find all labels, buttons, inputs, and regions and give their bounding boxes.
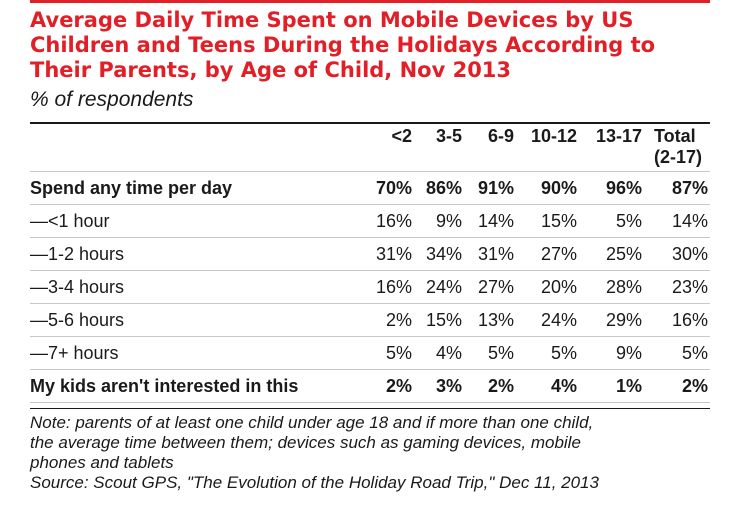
column-header: <2 bbox=[391, 126, 412, 146]
value-cell: 20% bbox=[514, 270, 577, 304]
accent-bar bbox=[30, 0, 710, 3]
table-row: Spend any time per day 70% 86% 91% 90% 96% 87% bbox=[30, 171, 710, 205]
value-cell: 34% bbox=[412, 237, 462, 271]
value-cell: 5% bbox=[642, 336, 710, 370]
row-label: —1-2 hours bbox=[30, 237, 362, 271]
value-cell: 31% bbox=[362, 237, 412, 271]
note-line: the average time between them; devices s… bbox=[30, 433, 581, 452]
column-header-sublabel: (2-17) bbox=[654, 147, 703, 167]
value-cell: 28% bbox=[577, 270, 642, 304]
value-cell: 16% bbox=[362, 270, 412, 304]
table-row: —5-6 hours 2% 15% 13% 24% 29% 16% bbox=[30, 303, 710, 337]
table-row: —<1 hour 16% 9% 14% 15% 5% 14% bbox=[30, 204, 710, 238]
value-cell: 24% bbox=[514, 303, 577, 337]
value-cell: 15% bbox=[412, 303, 462, 337]
value-cell: 27% bbox=[514, 237, 577, 271]
header-row: <2 3-5 6-9 10-12 13-17 Total (2-17) bbox=[30, 123, 710, 172]
row-label: My kids aren't interested in this bbox=[30, 369, 362, 403]
row-label: —7+ hours bbox=[30, 336, 362, 370]
value-cell: 9% bbox=[577, 336, 642, 370]
table-row: —3-4 hours 16% 24% 27% 20% 28% 23% bbox=[30, 270, 710, 304]
value-cell: 24% bbox=[412, 270, 462, 304]
value-cell: 2% bbox=[642, 369, 710, 403]
value-cell: 5% bbox=[362, 336, 412, 370]
value-cell: 29% bbox=[577, 303, 642, 337]
row-label: Spend any time per day bbox=[30, 171, 362, 205]
row-label: —<1 hour bbox=[30, 204, 362, 238]
table-body: Spend any time per day 70% 86% 91% 90% 96% 87%… bbox=[30, 171, 710, 403]
row-label: —5-6 hours bbox=[30, 303, 362, 337]
column-header-label: Total bbox=[654, 126, 696, 146]
value-cell: 27% bbox=[462, 270, 514, 304]
data-table: <2 3-5 6-9 10-12 13-17 Total (2-17) Spen… bbox=[30, 123, 710, 403]
chart-title-line: Average Daily Time Spent on Mobile Devic… bbox=[30, 8, 634, 32]
value-cell: 3% bbox=[412, 369, 462, 403]
note-line: phones and tablets bbox=[30, 453, 174, 472]
value-cell: 1% bbox=[577, 369, 642, 403]
chart-title: Average Daily Time Spent on Mobile Devic… bbox=[30, 8, 720, 83]
chart-subtitle: % of respondents bbox=[30, 88, 194, 111]
chart-title-line: Children and Teens During the Holidays A… bbox=[30, 33, 656, 57]
value-cell: 91% bbox=[462, 171, 514, 205]
chart-title-line: Their Parents, by Age of Child, Nov 2013 bbox=[30, 58, 512, 82]
column-header-total: Total (2-17) bbox=[642, 123, 710, 172]
value-cell: 30% bbox=[642, 237, 710, 271]
table-bottom-rule bbox=[30, 408, 710, 409]
row-label: —3-4 hours bbox=[30, 270, 362, 304]
header-top-rule bbox=[30, 122, 710, 124]
column-header: 6-9 bbox=[487, 126, 514, 146]
value-cell: 25% bbox=[577, 237, 642, 271]
value-cell: 14% bbox=[462, 204, 514, 238]
value-cell: 86% bbox=[412, 171, 462, 205]
value-cell: 9% bbox=[412, 204, 462, 238]
value-cell: 13% bbox=[462, 303, 514, 337]
value-cell: 31% bbox=[462, 237, 514, 271]
value-cell: 2% bbox=[362, 369, 412, 403]
note-line: Note: parents of at least one child unde… bbox=[30, 413, 594, 432]
value-cell: 96% bbox=[577, 171, 642, 205]
column-header: 13-17 bbox=[595, 126, 642, 146]
table-row: My kids aren't interested in this 2% 3% 2% 4… bbox=[30, 369, 710, 403]
column-header: 10-12 bbox=[530, 126, 577, 146]
value-cell: 4% bbox=[514, 369, 577, 403]
value-cell: 4% bbox=[412, 336, 462, 370]
value-cell: 16% bbox=[362, 204, 412, 238]
value-cell: 2% bbox=[362, 303, 412, 337]
value-cell: 2% bbox=[462, 369, 514, 403]
value-cell: 15% bbox=[514, 204, 577, 238]
value-cell: 5% bbox=[577, 204, 642, 238]
value-cell: 16% bbox=[642, 303, 710, 337]
source-line: Source: Scout GPS, "The Evolution of the… bbox=[30, 473, 599, 492]
value-cell: 87% bbox=[642, 171, 710, 205]
value-cell: 70% bbox=[362, 171, 412, 205]
footnote: Note: parents of at least one child unde… bbox=[30, 413, 730, 493]
column-header: 3-5 bbox=[435, 126, 462, 146]
header-spacer bbox=[30, 123, 362, 172]
value-cell: 14% bbox=[642, 204, 710, 238]
table-row: —7+ hours 5% 4% 5% 5% 9% 5% bbox=[30, 336, 710, 370]
value-cell: 5% bbox=[462, 336, 514, 370]
value-cell: 23% bbox=[642, 270, 710, 304]
table-row: —1-2 hours 31% 34% 31% 27% 25% 30% bbox=[30, 237, 710, 271]
value-cell: 90% bbox=[514, 171, 577, 205]
value-cell: 5% bbox=[514, 336, 577, 370]
